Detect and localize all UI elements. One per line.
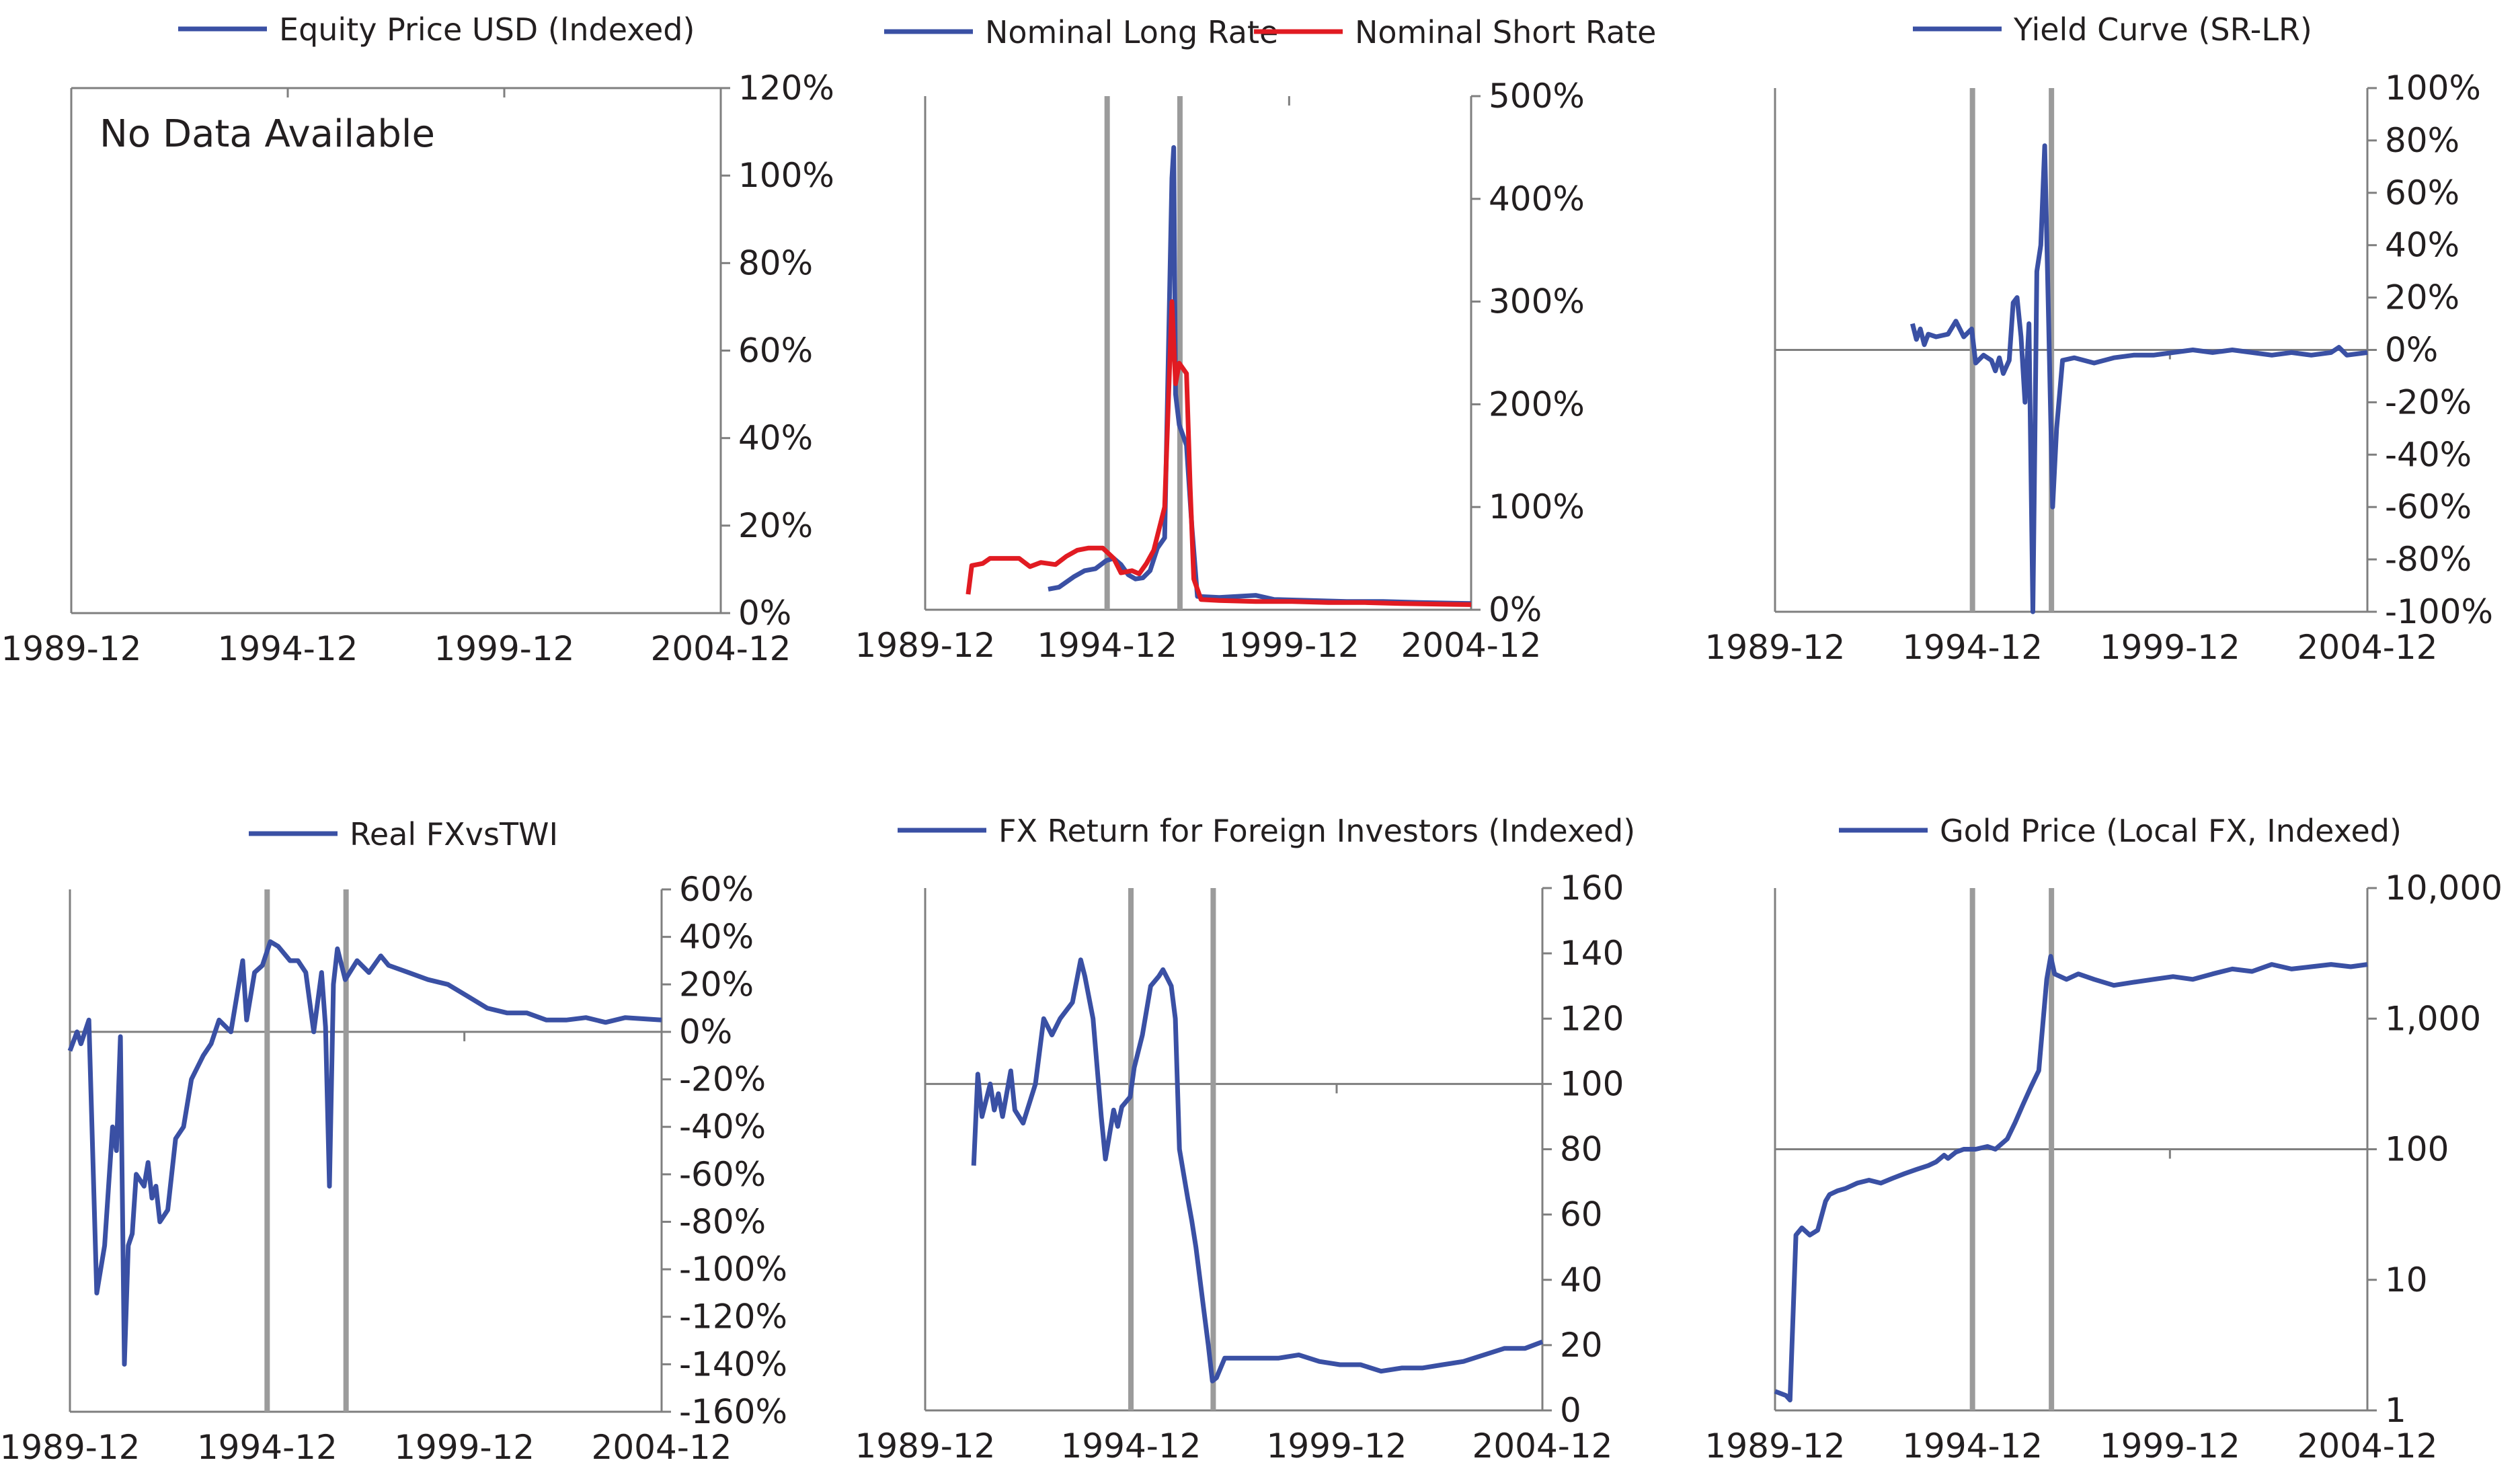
series-line-nominal-long-rate <box>1048 145 1472 606</box>
y-tick-label: -60% <box>679 1155 766 1194</box>
x-tick-label: 2004-12 <box>592 1428 732 1467</box>
x-tick-label: 1999-12 <box>1219 626 1360 665</box>
y-tick-label: 80% <box>2385 121 2459 160</box>
y-tick-label: 60% <box>738 331 813 370</box>
x-tick-label: 1994-12 <box>197 1428 338 1467</box>
x-tick-label: 1989-12 <box>855 626 996 665</box>
chart-fx_twi: 60% 40% 20% 0% -20% -40% -60% -80% -100% -120% -14… <box>0 816 787 1467</box>
x-tick-label: 1989-12 <box>1 629 142 668</box>
legend-label: Gold Price (Local FX, Indexed) <box>1940 813 2402 849</box>
y-tick-label: -100% <box>2385 592 2493 631</box>
y-tick-label: 400% <box>1489 179 1585 218</box>
y-tick-label: 60 <box>1560 1195 1603 1234</box>
legend-label: Equity Price USD (Indexed) <box>279 11 695 48</box>
y-tick-label: 160 <box>1560 869 1624 908</box>
y-tick-label: 40% <box>2385 226 2459 265</box>
y-tick-label: 0% <box>1489 590 1542 629</box>
y-tick-label: 60% <box>2385 173 2459 212</box>
y-tick-label: -60% <box>2385 487 2472 526</box>
x-tick-label: 1999-12 <box>394 1428 535 1467</box>
y-tick-label: 100 <box>1560 1064 1624 1103</box>
y-tick-label: -120% <box>679 1297 787 1336</box>
y-tick-label: -160% <box>679 1392 787 1431</box>
series-line-fx-return-for-foreign-investors-indexed <box>971 957 1544 1384</box>
y-tick-label: 10 <box>2385 1260 2428 1299</box>
y-tick-label: 10,000 <box>2385 869 2503 908</box>
chart-equity: 120% 100% 80% 60% 40% 20% 0% 1989-12 1994-12 1999… <box>1 11 834 668</box>
x-tick-label: 1994-12 <box>1037 626 1177 665</box>
y-tick-label: -80% <box>2385 540 2472 579</box>
y-tick-label: -80% <box>679 1202 766 1241</box>
y-tick-label: -40% <box>2385 435 2472 474</box>
y-tick-label: 500% <box>1489 77 1585 116</box>
y-tick-label: 20% <box>738 506 813 545</box>
y-tick-label: 140 <box>1560 934 1624 973</box>
x-tick-label: 2004-12 <box>2297 1427 2438 1466</box>
y-tick-label: 0% <box>738 594 791 633</box>
legend-label: Yield Curve (SR-LR) <box>2013 11 2312 48</box>
chart-rates: 500% 400% 300% 200% 100% 0% 1989-12 1994-12 1999… <box>855 14 1657 665</box>
y-tick-label: -140% <box>679 1345 787 1384</box>
y-tick-label: 1 <box>2385 1391 2406 1430</box>
x-tick-label: 2004-12 <box>2297 628 2438 667</box>
x-tick-label: 2004-12 <box>1472 1427 1613 1466</box>
y-tick-label: 40% <box>738 419 813 458</box>
no-data-annotation: No Data Available <box>100 112 435 156</box>
x-tick-label: 1989-12 <box>1705 628 1846 667</box>
series-line-gold-price-local-fx-indexed <box>1774 954 2368 1403</box>
x-tick-label: 1999-12 <box>434 629 575 668</box>
x-tick-label: 1994-12 <box>1902 1427 2043 1466</box>
y-tick-label: 100% <box>738 156 834 195</box>
y-tick-label: 20% <box>679 965 754 1004</box>
y-tick-label: 1,000 <box>2385 999 2481 1038</box>
x-tick-label: 1994-12 <box>1061 1427 1202 1466</box>
x-tick-label: 1999-12 <box>1267 1427 1407 1466</box>
series-line-real-fxvstwi <box>67 939 662 1367</box>
y-tick-label: -20% <box>679 1060 766 1099</box>
chart-gold: 10,000 1,000 100 10 1 1989-12 1994-12 1999-12 20… <box>1705 813 2503 1466</box>
x-tick-label: 2004-12 <box>651 629 791 668</box>
x-tick-label: 1989-12 <box>0 1428 140 1467</box>
x-tick-label: 1989-12 <box>855 1427 996 1466</box>
y-tick-label: 0 <box>1560 1391 1581 1430</box>
y-tick-label: -40% <box>679 1107 766 1146</box>
y-tick-label: 80 <box>1560 1130 1603 1169</box>
y-tick-label: 0% <box>2385 331 2438 370</box>
y-tick-label: 100% <box>1489 487 1585 526</box>
series-line-yield-curve-sr-lr <box>1910 143 2368 614</box>
legend-label: Nominal Short Rate <box>1355 14 1656 50</box>
y-tick-label: 20 <box>1560 1326 1603 1365</box>
x-tick-label: 1999-12 <box>2100 628 2240 667</box>
series-line-nominal-short-rate <box>966 299 1472 607</box>
y-tick-label: -20% <box>2385 383 2472 422</box>
y-tick-label: 120 <box>1560 999 1624 1038</box>
chart-yield: 100% 80% 60% 40% 20% 0% -20% -40% -60% -80% -100% 1… <box>1705 11 2493 667</box>
y-tick-label: -100% <box>679 1250 787 1289</box>
y-tick-label: 80% <box>738 243 813 282</box>
y-tick-label: 20% <box>2385 278 2459 317</box>
y-tick-label: 300% <box>1489 282 1585 321</box>
x-tick-label: 1994-12 <box>218 629 358 668</box>
y-tick-label: 40% <box>679 918 754 957</box>
legend-label: Real FXvsTWI <box>350 816 558 852</box>
y-tick-label: 0% <box>679 1012 732 1051</box>
y-tick-label: 100 <box>2385 1130 2449 1169</box>
x-tick-label: 1994-12 <box>1902 628 2043 667</box>
y-tick-label: 60% <box>679 870 754 909</box>
legend-label: FX Return for Foreign Investors (Indexed… <box>998 813 1635 849</box>
legend-label: Nominal Long Rate <box>985 14 1278 50</box>
y-tick-label: 120% <box>738 69 834 108</box>
x-tick-label: 2004-12 <box>1401 626 1542 665</box>
chart-fx_return: 160 140 120 100 80 60 40 20 0 1989-12 1994-12 1999-… <box>855 813 1636 1466</box>
y-tick-label: 200% <box>1489 385 1585 424</box>
y-tick-label: 40 <box>1560 1260 1603 1299</box>
x-tick-label: 1989-12 <box>1705 1427 1846 1466</box>
y-tick-label: 100% <box>2385 69 2481 108</box>
x-tick-label: 1999-12 <box>2100 1427 2240 1466</box>
